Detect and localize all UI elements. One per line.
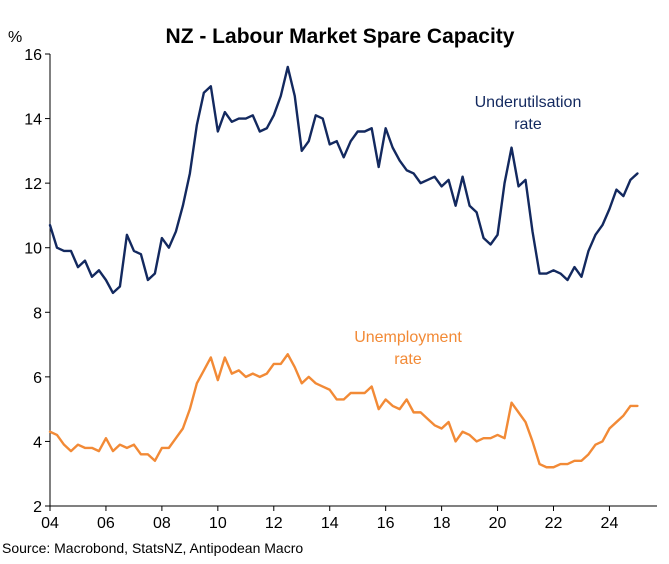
x-axis-ticks: 04 06 08 10 12 14 16 18 20 22 24 [41, 506, 618, 532]
y-tick-label: 16 [24, 47, 42, 64]
unemployment-label-line1: Unemployment [354, 329, 462, 346]
x-tick-label: 08 [153, 515, 171, 532]
y-tick-label: 6 [33, 370, 42, 387]
unemployment-label-line2: rate [394, 351, 422, 368]
source-note: Source: Macrobond, StatsNZ, Antipodean M… [2, 540, 303, 556]
y-tick-label: 4 [33, 434, 42, 451]
x-tick-label: 16 [377, 515, 395, 532]
unemployment-rate-line [48, 353, 639, 469]
underutilisation-rate-line [48, 65, 639, 295]
y-tick-label: 8 [33, 305, 42, 322]
chart-title: NZ - Labour Market Spare Capacity [166, 25, 515, 48]
underutilisation-label-line1: Underutilsation [475, 94, 582, 111]
x-tick-label: 20 [489, 515, 507, 532]
x-tick-label: 06 [97, 515, 115, 532]
y-axis-ticks: 2 4 6 8 10 12 14 16 [24, 47, 50, 516]
y-tick-label: 2 [33, 499, 42, 516]
y-tick-label: 12 [24, 176, 42, 193]
x-tick-label: 24 [601, 515, 619, 532]
x-tick-label: 22 [545, 515, 563, 532]
y-tick-label: 10 [24, 241, 42, 258]
underutilisation-label-line2: rate [514, 116, 542, 133]
x-tick-label: 04 [41, 515, 59, 532]
y-tick-label: 14 [24, 112, 42, 129]
series-lines [48, 65, 639, 469]
x-tick-label: 18 [433, 515, 451, 532]
x-tick-label: 12 [265, 515, 283, 532]
series-label-unemployment: Unemployment rate [354, 329, 462, 368]
x-tick-label: 10 [209, 515, 227, 532]
y-axis-unit: % [8, 29, 22, 46]
series-label-underutilisation: Underutilsation rate [475, 94, 582, 133]
x-tick-label: 14 [321, 515, 339, 532]
